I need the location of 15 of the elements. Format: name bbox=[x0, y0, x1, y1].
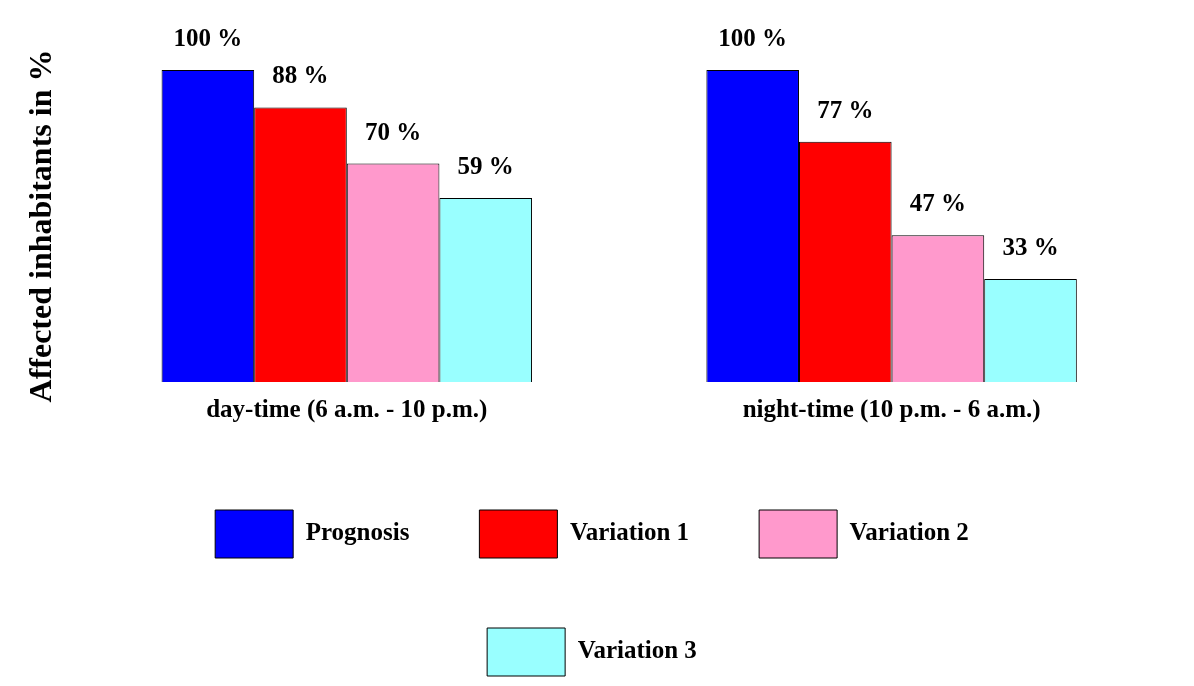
data-label: 77 % bbox=[817, 95, 874, 123]
data-label: 100 % bbox=[718, 23, 788, 51]
legend-label: Variation 3 bbox=[577, 636, 697, 664]
x-tick-label: day-time (6 a.m. - 10 p.m.) bbox=[206, 395, 488, 424]
x-tick-label: night-time (10 p.m. - 6 a.m.) bbox=[742, 395, 1041, 424]
data-label: 33 % bbox=[1002, 232, 1059, 260]
data-label: 59 % bbox=[457, 151, 514, 179]
data-label: 88 % bbox=[272, 61, 329, 89]
legend-label: Variation 2 bbox=[849, 518, 969, 546]
legend-label: Variation 1 bbox=[569, 518, 690, 546]
y-axis-title: Affected inhabitants in % bbox=[22, 49, 59, 403]
data-label: 100 % bbox=[173, 23, 243, 51]
data-label: 70 % bbox=[364, 117, 422, 145]
data-label: 47 % bbox=[909, 189, 967, 217]
legend-label: Prognosis bbox=[305, 518, 410, 546]
